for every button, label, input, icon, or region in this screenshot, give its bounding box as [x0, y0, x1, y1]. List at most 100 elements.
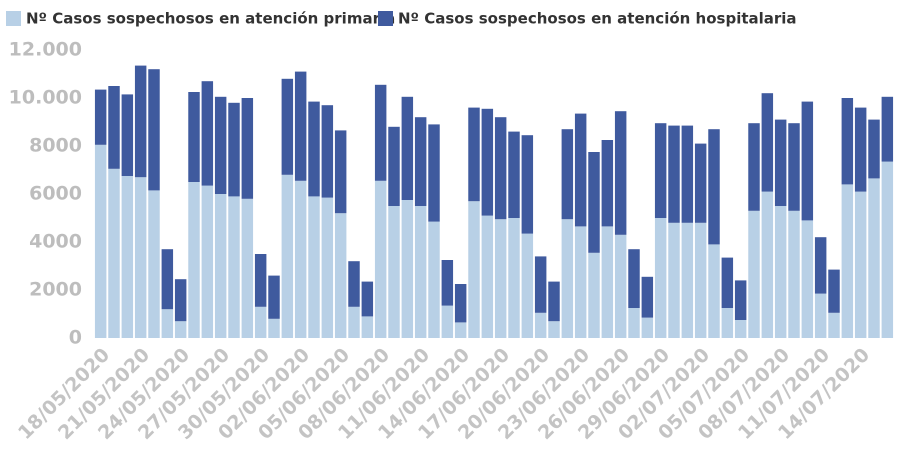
bar-segment — [161, 309, 174, 338]
bar-segment — [294, 180, 307, 338]
bar-segment — [321, 105, 334, 198]
bar-segment — [654, 123, 667, 218]
bar-segment — [681, 125, 694, 223]
bar-segment — [388, 206, 400, 338]
y-tick-label: 6000 — [29, 183, 82, 205]
bar-segment — [401, 200, 414, 338]
bar-segment — [401, 96, 414, 200]
bar-segment — [601, 140, 614, 227]
bar-segment — [748, 210, 760, 338]
bar-segment — [428, 124, 440, 222]
bar-segment — [614, 111, 627, 235]
bar-segment — [588, 152, 600, 253]
bar-segment — [574, 113, 587, 227]
bar-segment — [614, 234, 627, 338]
bar-segment — [694, 222, 707, 338]
bar-segment — [454, 322, 467, 338]
legend-label: Nº Casos sospechosos en atención hospita… — [398, 10, 797, 28]
bar-segment — [134, 177, 147, 338]
bar-segment — [174, 279, 187, 322]
bar-segment — [841, 184, 854, 338]
bar-segment — [601, 226, 614, 338]
legend-swatch — [378, 11, 393, 26]
bar-segment — [868, 178, 880, 338]
bar-segment — [548, 281, 560, 322]
bar-segment — [121, 176, 134, 338]
bar-segment — [254, 306, 267, 338]
bar-segment — [748, 123, 760, 211]
bar-segment — [241, 98, 254, 199]
bar-segment — [174, 321, 187, 338]
bar-segment — [388, 126, 400, 206]
bar-segment — [668, 125, 680, 223]
bar-segment — [721, 308, 734, 338]
bar-segment — [854, 107, 867, 192]
bar-segment — [788, 123, 800, 211]
bar-segment — [628, 308, 640, 338]
bar-segment — [814, 237, 827, 294]
bar-segment — [268, 318, 280, 338]
bar-segment — [148, 69, 160, 191]
bar-segment — [228, 102, 240, 197]
y-tick-label: 12.000 — [9, 39, 82, 61]
bar-segment — [561, 129, 574, 220]
bar-segment — [308, 196, 320, 338]
bar-segment — [828, 312, 840, 338]
bar-segment — [588, 252, 600, 338]
bar-segment — [414, 117, 427, 206]
y-tick-label: 2000 — [29, 279, 82, 301]
bar-segment — [854, 191, 867, 338]
bar-segment — [468, 201, 480, 338]
bar-segment — [201, 81, 214, 186]
bar-segment — [281, 78, 294, 175]
bar-segment — [734, 280, 747, 320]
legend-label: Nº Casos sospechosos en atención primari… — [26, 10, 395, 28]
bar-segment — [708, 244, 720, 338]
bar-segment — [121, 94, 134, 176]
bar-segment — [494, 117, 507, 220]
bar-segment — [494, 219, 507, 338]
bar-segment — [94, 89, 107, 145]
bar-segment — [828, 269, 840, 313]
bar-segment — [561, 219, 574, 338]
bar-segment — [228, 196, 240, 338]
bar-segment — [294, 71, 307, 181]
bar-segment — [668, 222, 680, 338]
bar-segment — [374, 180, 387, 338]
bar-segment — [841, 98, 854, 185]
bar-segment — [641, 317, 654, 338]
bar-segment — [881, 161, 894, 338]
bar-segment — [534, 256, 547, 313]
y-tick-label: 0 — [69, 327, 82, 349]
bar-segment — [148, 190, 160, 338]
bar-segment — [441, 260, 454, 306]
bar-segment — [534, 312, 547, 338]
bar-segment — [481, 108, 494, 216]
bar-segment — [414, 206, 427, 338]
bar-segment — [814, 293, 827, 338]
bar-segment — [868, 119, 880, 179]
bar-segment — [641, 276, 654, 318]
legend-swatch — [6, 11, 21, 26]
bar-segment — [348, 261, 360, 307]
bar-segment — [774, 206, 787, 338]
bar-segment — [654, 218, 667, 338]
bar-segment — [334, 130, 347, 214]
bar-segment — [214, 96, 227, 194]
bar-segment — [428, 221, 440, 338]
bar-segment — [788, 210, 800, 338]
bar-segment — [801, 101, 814, 221]
bar-segment — [881, 96, 894, 162]
bar-segment — [241, 198, 254, 338]
bar-segment — [774, 119, 787, 206]
bar-segment — [708, 129, 720, 245]
bar-segment — [201, 185, 214, 338]
bar-segment — [521, 233, 534, 338]
bar-segment — [94, 144, 107, 338]
bar-segment — [801, 220, 814, 338]
bar-segment — [721, 257, 734, 308]
bar-segment — [574, 226, 587, 338]
bar-segment — [481, 215, 494, 338]
bar-segment — [628, 249, 640, 308]
